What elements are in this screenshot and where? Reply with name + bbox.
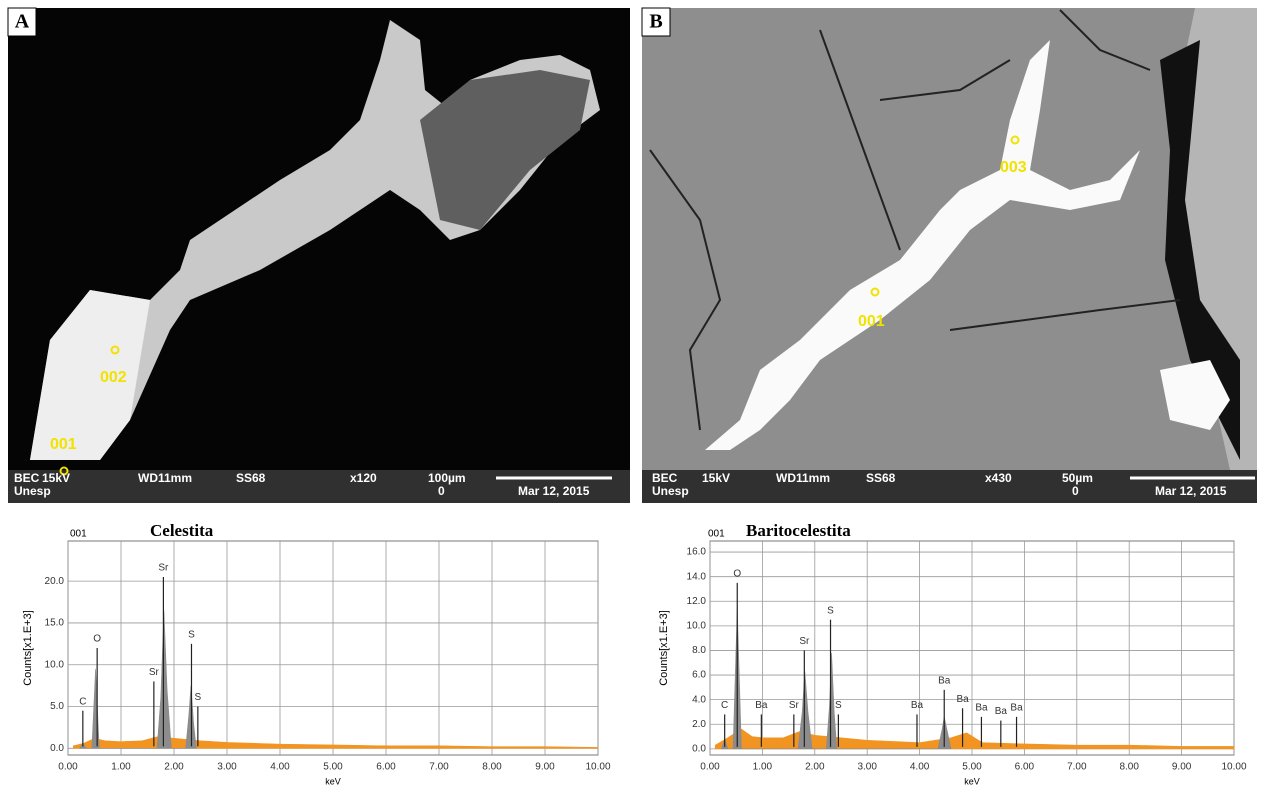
peak-label: Sr [149,667,160,678]
x-tick-label: 2.00 [164,762,184,773]
info-text: WD11mm [776,471,830,485]
spot-label: 002 [100,369,127,386]
info-text: WD11mm [138,471,192,485]
peak-label: Ba [755,700,768,711]
y-tick-label: 0.0 [692,743,706,754]
y-tick-label: 8.0 [692,645,706,656]
y-tick-label: 5.0 [50,701,64,712]
info-text: 50µm [1062,471,1093,485]
info-text: SS68 [236,471,266,485]
x-tick-label: 7.00 [429,762,449,773]
y-tick-label: 0.0 [50,743,64,754]
x-tick-label: 6.00 [1015,762,1035,773]
peak-label: S [195,692,202,703]
info-text: 15kV [42,471,70,485]
x-tick-label: 4.00 [910,762,930,773]
peak-label: Ba [975,703,988,714]
x-tick-label: 5.00 [323,762,343,773]
y-tick-label: 10.0 [687,621,707,632]
x-tick-label: 2.00 [805,762,825,773]
chart-title: Baritocelestita [746,521,851,540]
info-text: 0 [1072,484,1079,498]
y-tick-label: 16.0 [687,547,707,558]
x-tick-label: 4.00 [270,762,290,773]
info-text: Mar 12, 2015 [1155,484,1227,498]
x-tick-label: 7.00 [1067,762,1087,773]
x-axis-label: keV [325,776,341,786]
x-tick-label: 9.00 [535,762,555,773]
y-tick-label: 10.0 [45,659,65,670]
x-tick-label: 10.00 [1221,762,1246,773]
info-text: x120 [350,471,377,485]
spot-id: 001 [708,529,725,540]
peak-label: Ba [938,675,951,686]
peak-label: O [93,634,101,645]
peak-label: Ba [911,700,924,711]
spot-id: 001 [70,529,87,540]
chart-title: Celestita [150,521,214,540]
x-tick-label: 3.00 [217,762,237,773]
peak-label: O [733,568,741,579]
y-axis-label: Counts[x1.E+3] [22,610,34,686]
panel-letter: B [649,11,662,33]
x-axis-label: keV [964,776,980,786]
info-text: 15kV [702,471,730,485]
peak-label: Ba [995,706,1008,717]
sem-image-b [642,8,1257,503]
x-tick-label: 1.00 [753,762,773,773]
spot-label: 001 [858,313,885,330]
x-tick-label: 3.00 [857,762,877,773]
info-text: SS68 [866,471,896,485]
peak-label: S [835,700,842,711]
y-tick-label: 20.0 [45,576,65,587]
peak-label: C [79,696,86,707]
y-tick-label: 6.0 [692,670,706,681]
info-text: 0 [438,484,445,498]
x-tick-label: 8.00 [482,762,502,773]
x-tick-label: 9.00 [1172,762,1192,773]
peak-label: Ba [956,694,969,705]
info-text: Unesp [652,484,689,498]
x-tick-label: 0.00 [58,762,78,773]
x-tick-label: 0.00 [700,762,720,773]
y-tick-label: 14.0 [687,571,707,582]
y-tick-label: 4.0 [692,694,706,705]
y-tick-label: 12.0 [687,596,707,607]
peak-label: Sr [158,563,169,574]
info-text: 100µm [428,471,466,485]
peak-label: Sr [799,636,810,647]
info-text: x430 [985,471,1012,485]
info-text: Unesp [14,484,51,498]
peak-label: Ba [1010,703,1023,714]
x-tick-label: 5.00 [962,762,982,773]
y-tick-label: 2.0 [692,719,706,730]
spot-label: 001 [50,436,77,453]
x-tick-label: 1.00 [111,762,131,773]
panel-letter: A [15,11,30,33]
sem-image-a [8,8,630,503]
figure: A001002BEC15kVWD11mmSS68x120100µmUnesp0M… [0,0,1263,789]
x-tick-label: 8.00 [1119,762,1139,773]
spot-label: 003 [1000,159,1027,176]
info-text: Mar 12, 2015 [518,484,590,498]
peak-label: C [721,700,728,711]
info-text: BEC [652,471,678,485]
peak-label: Sr [789,700,800,711]
y-tick-label: 15.0 [45,618,65,629]
info-text: BEC [14,471,40,485]
y-axis-label: Counts[x1.E+3] [658,610,670,686]
x-tick-label: 6.00 [376,762,396,773]
peak-label: S [827,605,834,616]
peak-label: S [188,629,195,640]
x-tick-label: 10.00 [585,762,610,773]
